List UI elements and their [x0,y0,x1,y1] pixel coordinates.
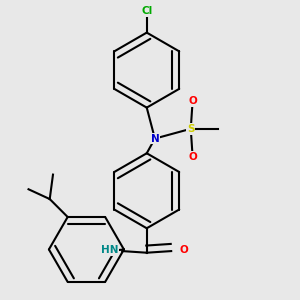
Text: HN: HN [101,245,118,255]
Text: Cl: Cl [141,6,152,16]
Text: S: S [187,124,194,134]
Text: O: O [180,245,189,255]
Text: O: O [188,96,197,106]
Text: O: O [188,152,197,161]
Text: N: N [151,134,159,144]
